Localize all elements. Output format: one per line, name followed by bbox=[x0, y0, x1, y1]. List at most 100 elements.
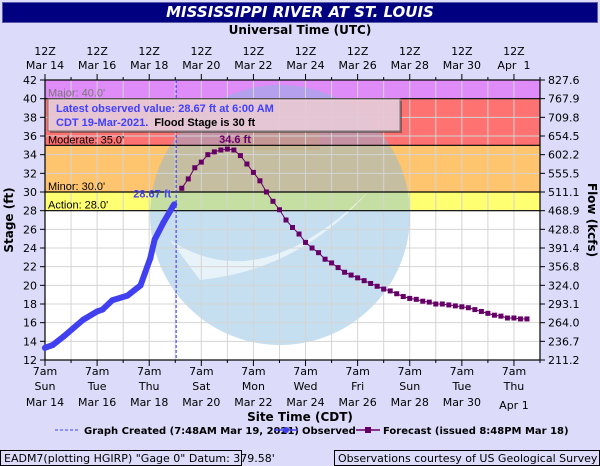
observed-point bbox=[60, 333, 67, 340]
noaa-gull-icon bbox=[170, 190, 370, 280]
x-tick-label-time: 7am bbox=[345, 365, 369, 378]
forecast-point bbox=[517, 316, 523, 322]
forecast-point bbox=[355, 275, 361, 281]
y2-tick-label: 602.2 bbox=[548, 149, 580, 162]
y2-tick-label: 356.8 bbox=[548, 261, 580, 274]
forecast-point bbox=[263, 189, 269, 195]
y-tick-label: 38 bbox=[23, 111, 37, 124]
flood-band-major bbox=[45, 80, 540, 99]
legend-forecast: Forecast (issued 8:48PM Mar 18) bbox=[383, 426, 569, 437]
top-tick-label-utc: 12Z bbox=[243, 45, 265, 58]
observed-point bbox=[70, 325, 77, 332]
top-tick-label-date: Mar 20 bbox=[182, 59, 220, 72]
x-tick-label-date: Mar 18 bbox=[130, 396, 168, 409]
observed-point bbox=[124, 292, 131, 299]
forecast-point bbox=[511, 315, 517, 321]
x-tick-label-time: 7am bbox=[293, 365, 317, 378]
forecast-point bbox=[250, 169, 256, 175]
top-tick-label-utc: 12Z bbox=[503, 45, 525, 58]
observed-point bbox=[171, 201, 178, 208]
y2-tick-label: 236.7 bbox=[548, 335, 580, 348]
observed-point bbox=[137, 282, 144, 289]
y-tick-label: 20 bbox=[23, 279, 37, 292]
forecast-point bbox=[198, 159, 204, 165]
forecast-point bbox=[498, 313, 504, 319]
y-tick-label: 42 bbox=[23, 74, 37, 87]
x-tick-label-day: Mon bbox=[242, 380, 265, 393]
y-tick-label: 32 bbox=[23, 167, 37, 180]
forecast-point bbox=[394, 291, 400, 297]
y2-tick-label: 428.8 bbox=[548, 223, 580, 236]
forecast-point bbox=[224, 146, 230, 152]
forecast-point bbox=[211, 149, 217, 155]
y-tick-label: 30 bbox=[23, 186, 37, 199]
top-tick-label-date: Mar 28 bbox=[391, 59, 429, 72]
y2-tick-label: 264.0 bbox=[548, 317, 580, 330]
forecast-point bbox=[472, 307, 478, 313]
x-tick-label-time: 7am bbox=[189, 365, 213, 378]
forecast-point bbox=[309, 245, 315, 251]
y-tick-label: 14 bbox=[23, 335, 37, 348]
top-tick-label-utc: 12Z bbox=[451, 45, 473, 58]
top-tick-label-utc: 12Z bbox=[399, 45, 421, 58]
x-tick-label-date: Apr 1 bbox=[499, 399, 529, 412]
x-tick-label-date: Mar 24 bbox=[286, 396, 324, 409]
x-tick-label-day: Thu bbox=[503, 380, 525, 393]
x-tick-label-day: Sun bbox=[399, 380, 420, 393]
forecast-point bbox=[504, 315, 510, 321]
forecast-point bbox=[270, 198, 276, 204]
y-tick-label: 22 bbox=[23, 261, 37, 274]
top-tick-label-utc: 12Z bbox=[138, 45, 160, 58]
y2-tick-label: 827.6 bbox=[548, 74, 580, 87]
forecast-point bbox=[439, 301, 445, 307]
y-tick-label: 26 bbox=[23, 223, 37, 236]
forecast-point bbox=[465, 305, 471, 311]
forecast-point bbox=[179, 185, 185, 191]
forecast-point bbox=[218, 147, 224, 153]
top-tick-label-utc: 12Z bbox=[191, 45, 213, 58]
y2-tick-label: 709.8 bbox=[548, 111, 580, 124]
y2-tick-label: 654.5 bbox=[548, 130, 580, 143]
forecast-point bbox=[433, 301, 439, 307]
observed-point bbox=[42, 344, 48, 351]
top-tick-label-date: Mar 14 bbox=[26, 59, 64, 72]
flood-label-action: Action: 28.0' bbox=[48, 200, 108, 212]
forecast-point bbox=[348, 272, 354, 278]
forecast-point bbox=[459, 304, 465, 310]
latest-value-label: 28.67 ft bbox=[133, 188, 171, 200]
y2-tick-label: 767.9 bbox=[548, 93, 580, 106]
y2-tick-label: 211.2 bbox=[548, 354, 580, 367]
observed-point bbox=[99, 306, 106, 313]
forecast-point bbox=[368, 280, 374, 286]
info-box-flood-stage: Flood Stage is 30 ft bbox=[154, 117, 255, 129]
forecast-point bbox=[303, 239, 309, 245]
forecast-point bbox=[316, 250, 322, 256]
x-tick-label-date: Mar 26 bbox=[339, 396, 377, 409]
forecast-point bbox=[407, 295, 413, 301]
x-tick-label-date: Mar 28 bbox=[391, 396, 429, 409]
x-tick-label-time: 7am bbox=[33, 365, 57, 378]
y-tick-label: 34 bbox=[23, 149, 37, 162]
flood-band-minor bbox=[45, 145, 540, 192]
y-tick-label: 40 bbox=[23, 93, 37, 106]
forecast-point bbox=[485, 310, 491, 316]
forecast-point bbox=[491, 312, 497, 318]
chart-title: MISSISSIPPI RIVER AT ST. LOUIS bbox=[2, 2, 598, 23]
forecast-point bbox=[420, 298, 426, 304]
y2-tick-label: 324.0 bbox=[548, 279, 580, 292]
observed-point bbox=[49, 342, 56, 349]
y2-tick-label: 293.1 bbox=[548, 298, 580, 311]
legend-observed: Observed bbox=[302, 426, 356, 437]
flood-label-major: Major: 40.0' bbox=[48, 88, 105, 100]
y2-tick-label: 555.5 bbox=[548, 167, 580, 180]
y-tick-label: 16 bbox=[23, 317, 37, 330]
forecast-point bbox=[524, 316, 530, 322]
top-tick-label-date: Mar 22 bbox=[234, 59, 272, 72]
observed-point bbox=[109, 297, 116, 304]
forecast-point bbox=[335, 265, 341, 271]
observed-point bbox=[94, 308, 101, 315]
x-tick-label-day: Thu bbox=[138, 380, 160, 393]
top-tick-label-utc: 12Z bbox=[86, 45, 108, 58]
top-tick-label-utc: 12Z bbox=[347, 45, 369, 58]
